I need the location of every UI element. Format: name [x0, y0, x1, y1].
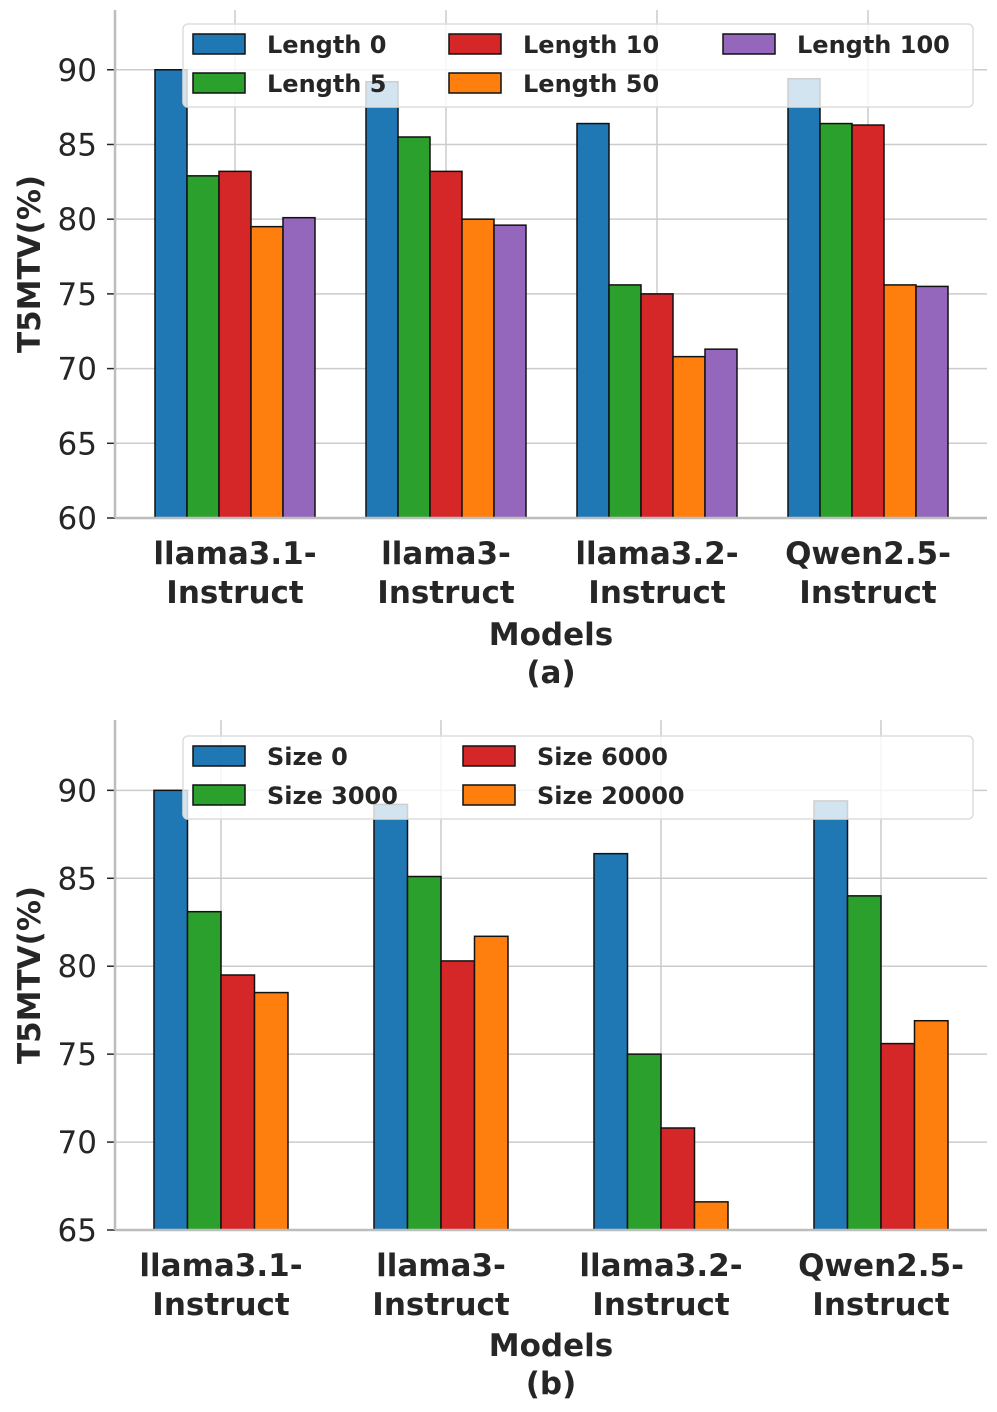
x-tick-label-line2: Instruct: [372, 1287, 510, 1323]
y-tick-label: 65: [58, 426, 97, 462]
legend-swatch: [448, 72, 502, 94]
legend-swatch: [192, 72, 246, 94]
legend-label: Size 0: [267, 743, 348, 771]
x-tick-label: llama3.2-: [575, 536, 738, 572]
legend-label: Length 5: [267, 70, 386, 98]
x-tick-label: llama3.1-: [153, 536, 316, 572]
y-tick-label: 80: [58, 202, 97, 238]
x-tick-label-line2: Instruct: [799, 575, 937, 611]
x-tick-label: llama3-: [376, 1248, 506, 1284]
y-tick-label: 90: [58, 53, 97, 89]
legend: Length 0 Length 5 Length 10 Length 50 Length…: [182, 23, 974, 108]
y-tick-label: 90: [58, 773, 97, 809]
x-tick-label: llama3.2-: [579, 1248, 742, 1284]
legend-swatch: [448, 33, 502, 55]
x-tick-label-line2: Instruct: [166, 575, 304, 611]
bar-size-3000: [846, 895, 882, 1231]
bar-size-20000: [473, 935, 509, 1231]
x-tick-label: llama3-: [381, 536, 511, 572]
legend-label: Size 20000: [537, 782, 685, 810]
legend-label: Length 50: [523, 70, 659, 98]
bar-length-50: [672, 355, 706, 519]
y-tick-label: 70: [58, 1125, 97, 1161]
y-tick-label: 85: [58, 861, 97, 897]
legend-swatch: [192, 33, 246, 55]
y-tick-label: 75: [58, 277, 97, 313]
y-tick-label: 85: [58, 127, 97, 163]
x-tick-label-line2: Instruct: [592, 1287, 730, 1323]
legend-box: [182, 735, 974, 820]
bar-length-5: [819, 122, 853, 519]
bar-size-3000: [626, 1053, 662, 1231]
bar-size-6000: [880, 1042, 916, 1231]
bar-size-0: [153, 789, 189, 1231]
x-tick-label-line2: Instruct: [588, 575, 726, 611]
bar-length-50: [883, 284, 917, 519]
legend-label: Size 3000: [267, 782, 398, 810]
x-tick-label: Qwen2.5-: [798, 1248, 964, 1284]
chart-panel-a: 60657075808590llama3.1-Instructllama3-In…: [12, 10, 987, 691]
legend-swatch: [192, 745, 246, 767]
y-tick-label: 75: [58, 1037, 97, 1073]
bar-size-3000: [186, 910, 222, 1231]
bar-size-0: [373, 803, 409, 1231]
x-tick-label-line2: Instruct: [812, 1287, 950, 1323]
bar-length-5: [397, 136, 431, 519]
x-axis-label: Models: [489, 1328, 613, 1364]
legend-swatch: [722, 33, 776, 55]
legend-label: Length 100: [797, 31, 950, 59]
x-tick-label-line2: Instruct: [377, 575, 515, 611]
legend-swatch: [462, 784, 516, 806]
bar-length-10: [851, 124, 885, 519]
bar-size-6000: [440, 960, 476, 1231]
panel-label: (a): [526, 655, 575, 691]
bar-size-20000: [693, 1201, 729, 1231]
bar-length-100: [282, 216, 316, 519]
legend-swatch: [462, 745, 516, 767]
x-axis-label: Models: [489, 617, 613, 653]
bar-size-20000: [913, 1019, 949, 1231]
legend-label: Length 0: [267, 31, 386, 59]
bar-length-100: [704, 348, 738, 519]
x-tick-label: llama3.1-: [139, 1248, 302, 1284]
bar-size-3000: [406, 875, 442, 1231]
bar-size-0: [593, 852, 629, 1231]
bar-length-50: [461, 218, 495, 519]
bar-length-100: [915, 285, 949, 519]
bar-size-6000: [660, 1127, 696, 1231]
bar-length-0: [365, 80, 399, 519]
bar-length-10: [218, 170, 252, 519]
y-tick-label: 80: [58, 949, 97, 985]
bar-length-100: [493, 224, 527, 519]
bar-length-5: [186, 175, 220, 519]
bar-length-10: [429, 170, 463, 519]
bar-length-0: [787, 77, 821, 519]
y-axis-label: T5MTV(%): [12, 886, 48, 1064]
y-tick-label: 60: [58, 501, 97, 537]
x-tick-label-line2: Instruct: [152, 1287, 290, 1323]
bar-length-5: [608, 284, 642, 519]
chart-panel-b: 657075808590llama3.1-Instructllama3-Inst…: [12, 720, 987, 1402]
bar-length-0: [154, 69, 188, 519]
legend: Size 0 Size 3000 Size 6000 Size 20000: [182, 735, 974, 820]
legend-label: Size 6000: [537, 743, 668, 771]
bar-length-50: [250, 225, 284, 519]
bar-size-20000: [253, 991, 289, 1231]
bar-size-6000: [220, 974, 256, 1231]
y-tick-label: 70: [58, 352, 97, 388]
y-tick-label: 65: [58, 1213, 97, 1249]
bar-length-0: [576, 122, 610, 519]
bar-length-10: [640, 293, 674, 519]
legend-label: Length 10: [523, 31, 659, 59]
legend-swatch: [192, 784, 246, 806]
panel-label: (b): [526, 1366, 577, 1402]
y-axis-label: T5MTV(%): [12, 175, 48, 353]
x-tick-label: Qwen2.5-: [785, 536, 951, 572]
bar-size-0: [813, 800, 849, 1231]
